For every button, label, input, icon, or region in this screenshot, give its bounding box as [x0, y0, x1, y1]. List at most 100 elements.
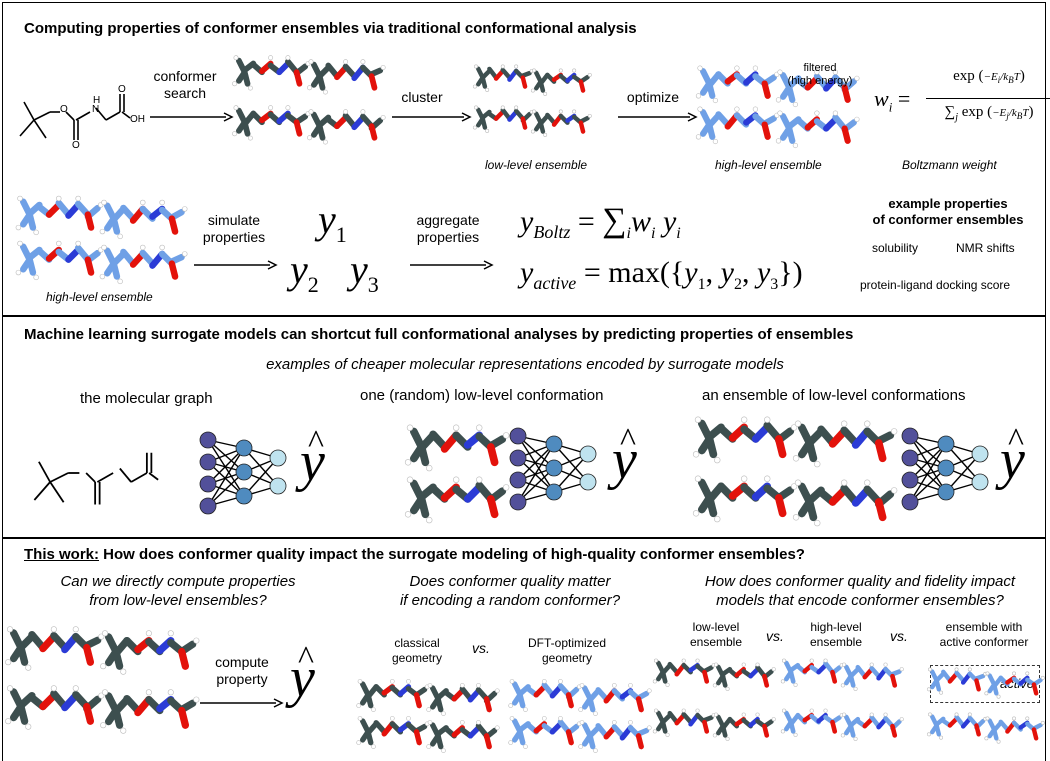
- conformer-molecule: [984, 671, 1045, 699]
- yhat-2: y ^: [612, 422, 637, 491]
- question-3: How does conformer quality and fidelity …: [704, 573, 1016, 609]
- arrow-label-conformer-search: conformer search: [153, 68, 217, 101]
- col-title-ensemble: an ensemble of low-level conformations: [702, 387, 966, 404]
- active-conformer-mols: [926, 667, 1045, 744]
- arrow-label-optimize: optimize: [626, 89, 680, 105]
- dft-geometry-mol: [508, 679, 652, 753]
- conformer-molecule: [792, 479, 898, 527]
- boltzmann-formula: wi = exp (−Ei/kBT) ∑j exp (−Ej/kBT): [874, 68, 1050, 138]
- low-level-mols-4: [652, 658, 776, 741]
- filtered-label: filtered (high energy): [787, 62, 853, 87]
- random-conformer-mol: [404, 424, 510, 524]
- conformer-molecule: [100, 689, 200, 734]
- yhat-1: y ^: [300, 424, 325, 493]
- hat-accent: ^: [620, 422, 636, 459]
- conformer-molecule: [652, 658, 716, 687]
- nn-node: [269, 449, 287, 467]
- nn-node: [937, 435, 955, 453]
- nn-node: [901, 427, 919, 445]
- conformer-molecule: [426, 683, 500, 716]
- nn-node: [971, 445, 989, 463]
- conformer-molecule: [530, 109, 592, 137]
- molecule-2d-structure: [19, 94, 131, 140]
- mol1-o3-label: O: [118, 84, 126, 95]
- hat-accent: ^: [298, 640, 314, 677]
- vs-label-2: vs.: [766, 628, 784, 644]
- conformer-molecule: [712, 662, 776, 691]
- classical-geometry-mol: [356, 679, 500, 753]
- conformer-search-ensemble: [232, 55, 386, 145]
- conformer-molecule: [692, 475, 798, 523]
- conformer-molecule: [578, 720, 652, 753]
- mol1-oh-label: OH: [130, 114, 145, 125]
- low-level-ensemble-mols-3: [5, 626, 200, 734]
- conformer-molecule: [5, 685, 105, 730]
- nn-node: [901, 471, 919, 489]
- nn-node: [199, 475, 217, 493]
- mol1-o-label: O: [60, 104, 68, 115]
- conformer-molecule: [792, 420, 898, 468]
- nn-node: [199, 497, 217, 515]
- arrow-conformer-search: [150, 112, 234, 122]
- conformer-molecule: [404, 424, 510, 472]
- mol1-n-label: N: [92, 104, 100, 115]
- hat-accent: ^: [308, 424, 324, 461]
- conformer-molecule: [99, 199, 188, 240]
- nn-node: [199, 453, 217, 471]
- arrow-cluster: [392, 112, 472, 122]
- arrow-label-compute-property: compute property: [215, 654, 269, 687]
- neural-network-icon-2: [509, 427, 597, 511]
- example-solubility: solubility: [872, 241, 919, 255]
- mol1-o2-label: O: [72, 140, 80, 151]
- yhat-3: y ^: [1000, 422, 1025, 491]
- conformer-molecule: [5, 626, 105, 671]
- y3-value: y3: [350, 247, 379, 297]
- example-properties-title: example properties of conformer ensembles: [872, 196, 1024, 227]
- nn-node: [937, 459, 955, 477]
- conformer-molecule: [404, 476, 510, 524]
- conformer-molecule: [926, 667, 988, 695]
- nn-node: [545, 483, 563, 501]
- conformer-molecule: [307, 59, 386, 95]
- y1-value: y1: [318, 197, 347, 247]
- col-title-random: one (random) low-level conformation: [360, 387, 604, 404]
- boltzmann-weight-label: Boltzmann weight: [902, 158, 997, 172]
- nn-node: [235, 439, 253, 457]
- nn-node: [509, 493, 527, 511]
- y-active-formula: yactive = max({y1, y2, y3}): [520, 256, 803, 293]
- nn-node: [579, 445, 597, 463]
- conformer-molecule: [695, 65, 780, 104]
- nn-node: [937, 483, 955, 501]
- conformer-molecule: [508, 679, 582, 712]
- yhat-4: y ^: [290, 640, 315, 709]
- arrow-label-cluster: cluster: [401, 89, 443, 105]
- panel3-title: This work: How does conformer quality im…: [24, 546, 805, 563]
- question-1: Can we directly compute properties from l…: [60, 573, 296, 609]
- high-level-mols-4: [780, 658, 904, 741]
- high-level-ensemble-mols-2: [15, 195, 188, 285]
- conformer-molecule: [840, 712, 904, 741]
- mol1-h-label: H: [93, 95, 101, 106]
- conformer-molecule: [926, 712, 988, 740]
- conformer-molecule: [356, 679, 430, 712]
- arrow-label-aggregate: aggregate properties: [416, 212, 480, 245]
- example-docking: protein-ligand docking score: [860, 278, 1011, 292]
- nn-node: [901, 493, 919, 511]
- conformer-molecule: [15, 195, 104, 236]
- hat-accent: ^: [1008, 422, 1024, 459]
- nn-node: [971, 473, 989, 491]
- nn-node: [509, 471, 527, 489]
- conformer-molecule: [307, 109, 386, 145]
- conformer-molecule: [15, 240, 104, 281]
- conformer-molecule: [984, 716, 1045, 744]
- panel-surrogate-models: [2, 316, 1046, 538]
- conformer-molecule: [472, 105, 534, 133]
- dft-geometry-label: DFT-optimized geometry: [527, 636, 607, 665]
- vs-label-3: vs.: [890, 628, 908, 644]
- conformer-molecule: [578, 683, 652, 716]
- arrow-label-simulate: simulate properties: [202, 212, 266, 245]
- conformer-molecule: [100, 630, 200, 675]
- conformer-molecule: [472, 64, 534, 92]
- arrow-compute-property: [200, 698, 284, 708]
- question-2: Does conformer quality matter if encoding…: [399, 573, 621, 609]
